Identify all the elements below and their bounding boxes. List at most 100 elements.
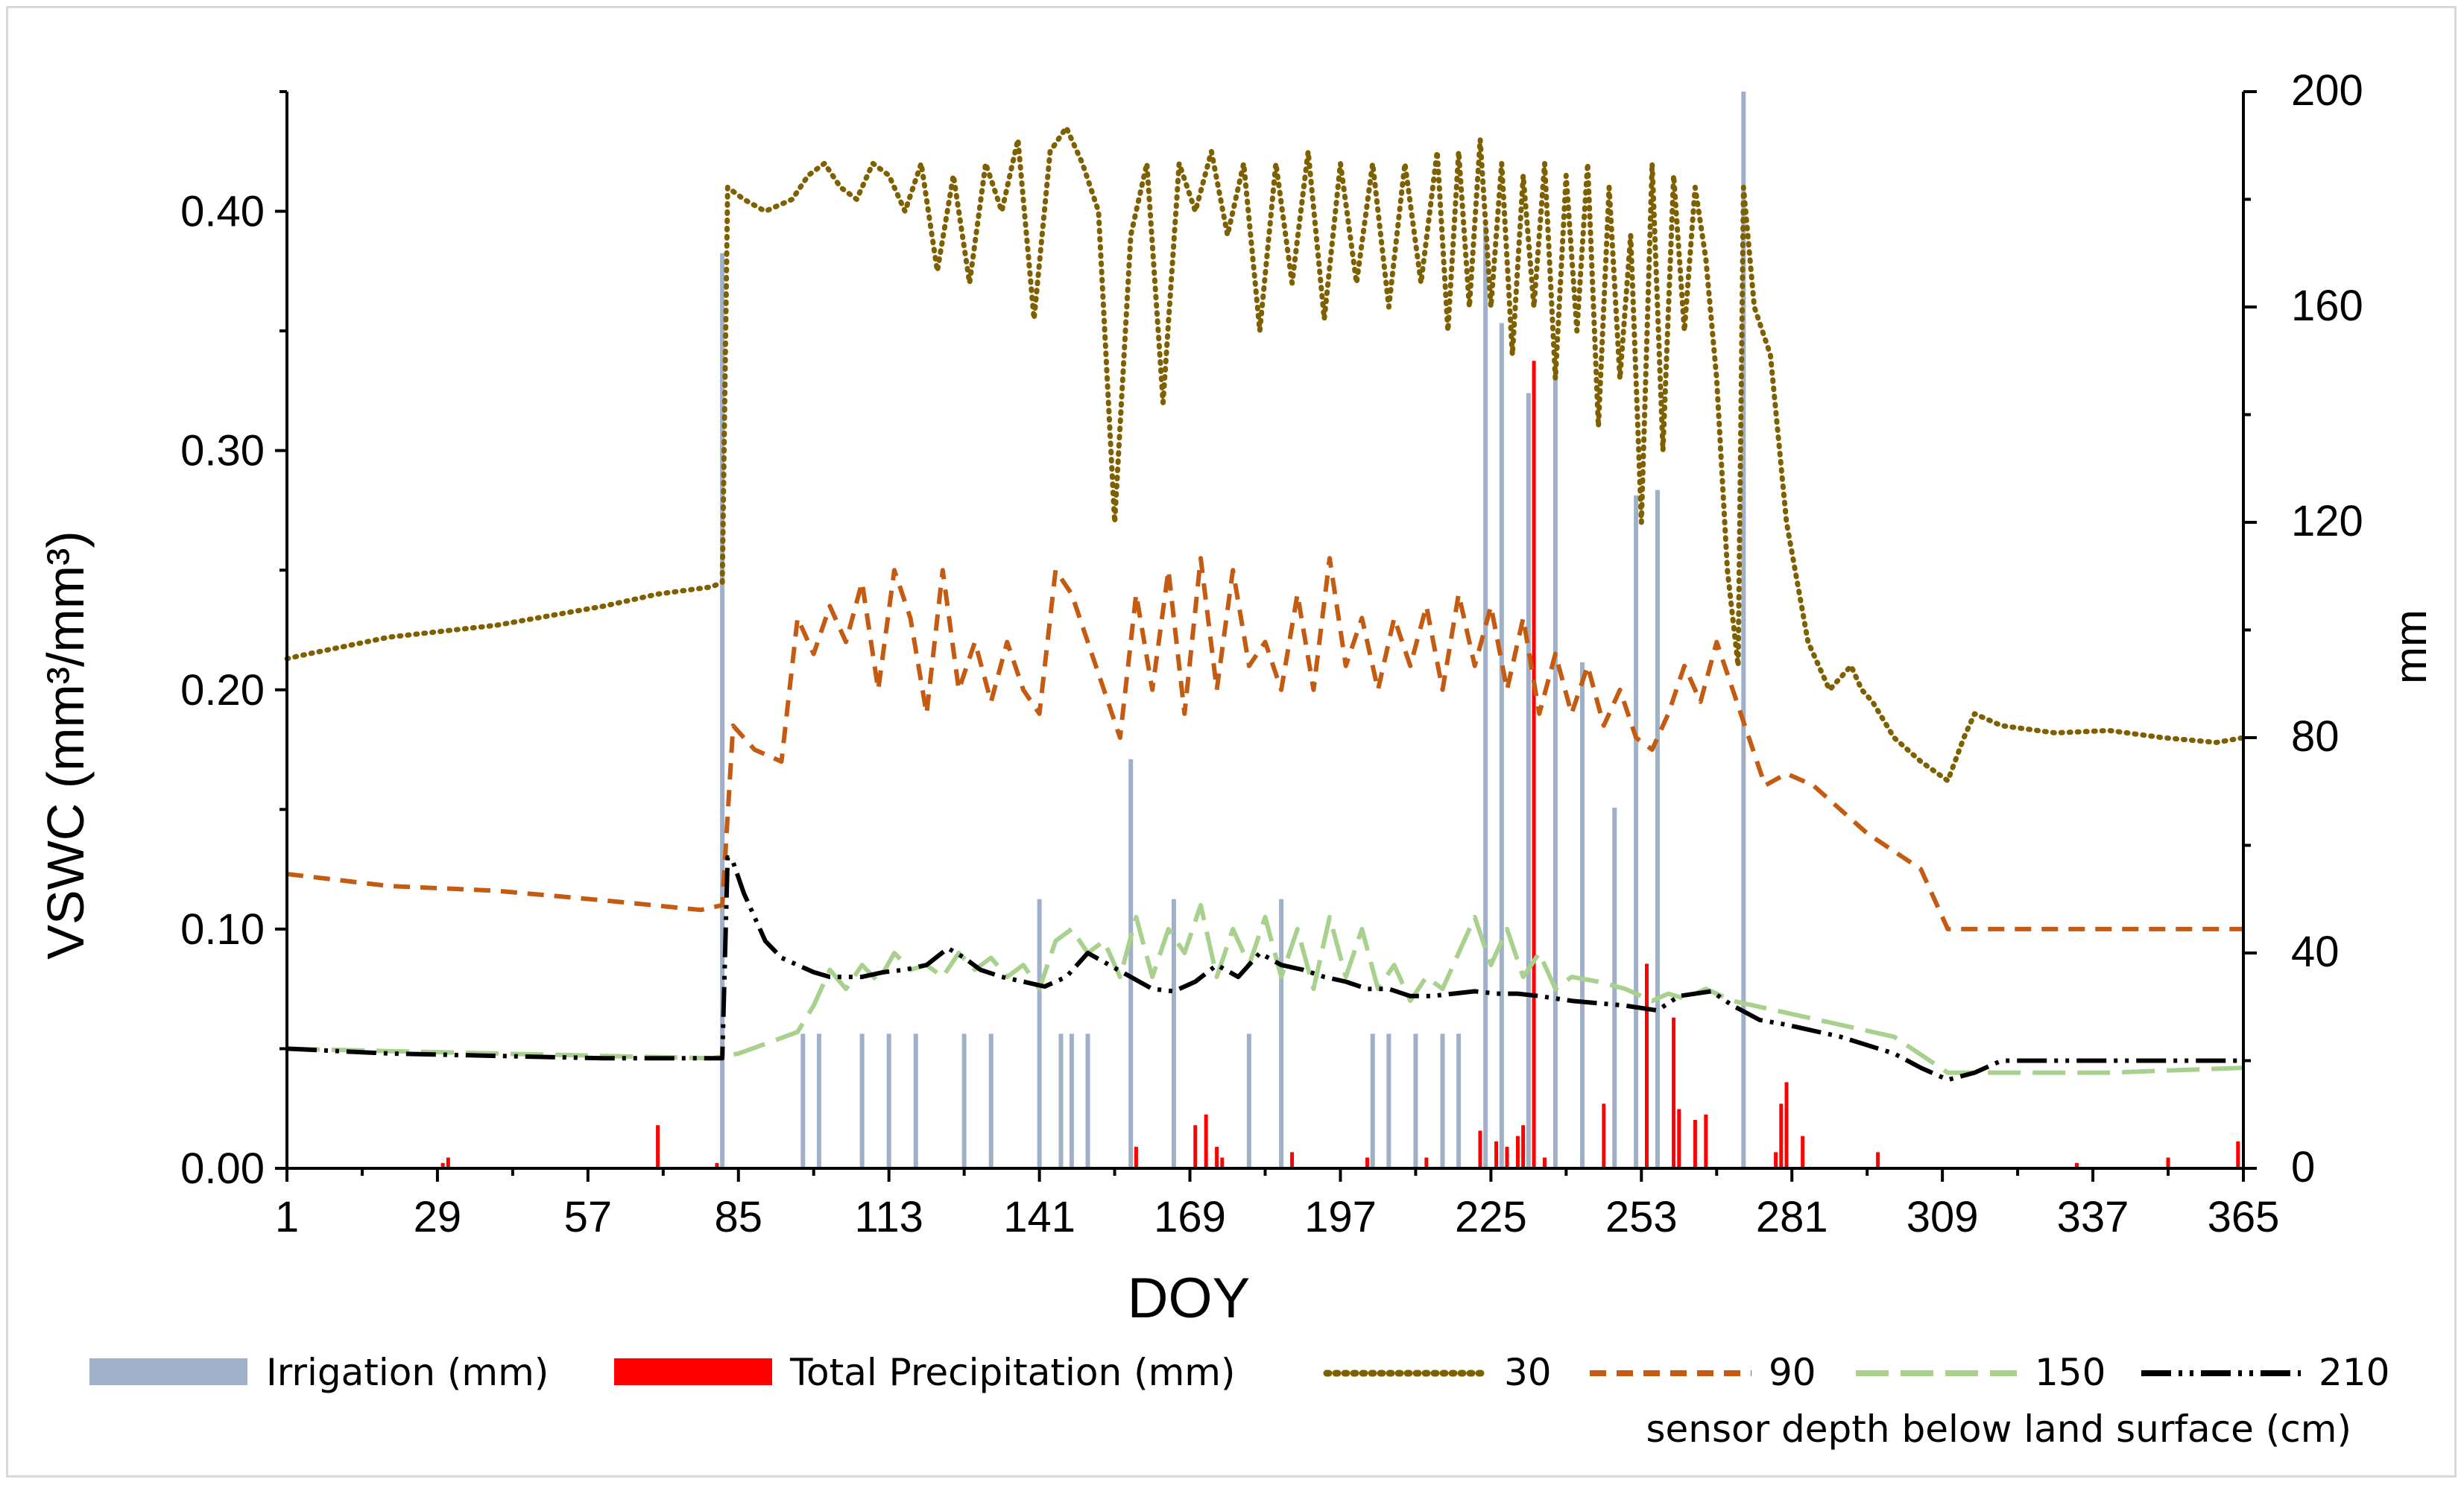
x-tick-label: 29 — [414, 1193, 462, 1241]
irrigation-bar — [1037, 899, 1042, 1168]
x-tick-label: 253 — [1605, 1193, 1678, 1241]
precipitation-bar — [1645, 963, 1649, 1168]
y-axis-title-right: mm — [2386, 609, 2436, 684]
legend-label-90: 90 — [1769, 1351, 1816, 1394]
precipitation-bar — [1602, 1104, 1606, 1168]
x-axis-title: DOY — [1128, 1267, 1251, 1330]
precipitation-bar — [1515, 1136, 1520, 1168]
precipitation-bar — [1672, 1017, 1676, 1168]
x-tick-label: 197 — [1304, 1193, 1377, 1241]
y-left-tick-label: 0.30 — [180, 427, 265, 475]
precipitation-bar — [1290, 1152, 1295, 1168]
legend-swatch-precipitation — [614, 1358, 772, 1385]
precipitation-bar — [1876, 1152, 1880, 1168]
precipitation-bars — [440, 361, 2240, 1168]
precipitation-bar — [1220, 1157, 1225, 1168]
irrigation-bar — [800, 1033, 806, 1168]
tick-labels: 0.00 0.10 0.20 0.30 0.40 0 40 80 120 160 200 1 29 57 8… — [180, 66, 2363, 1241]
precipitation-bar — [1365, 1157, 1370, 1168]
irrigation-bar — [886, 1033, 891, 1168]
precipitation-bar — [2166, 1157, 2170, 1168]
y-right-tick-label: 40 — [2291, 928, 2340, 976]
y-axis-title-left: VSWC (mm³/mm³) — [37, 531, 95, 959]
precipitation-bar — [1774, 1152, 1778, 1168]
legend-depth-note: sensor depth below land surface (cm) — [1646, 1408, 2351, 1451]
axes — [275, 90, 2257, 1182]
legend-label-210: 210 — [2319, 1351, 2389, 1394]
precipitation-bar — [1801, 1136, 1805, 1168]
y-right-tick-label: 200 — [2291, 66, 2363, 115]
x-tick-label: 113 — [854, 1193, 923, 1241]
irrigation-bar — [988, 1033, 994, 1168]
precipitation-bar — [1494, 1141, 1499, 1168]
irrigation-bar — [913, 1033, 918, 1168]
precipitation-bar — [446, 1157, 450, 1168]
irrigation-bar — [1499, 323, 1504, 1168]
irrigation-bar — [1440, 1033, 1445, 1168]
x-tick-label: 365 — [2208, 1193, 2280, 1241]
y-right-tick-label: 80 — [2291, 712, 2340, 761]
x-tick-label: 57 — [564, 1193, 613, 1241]
irrigation-bars — [720, 92, 1746, 1169]
precipitation-bar — [1704, 1114, 1708, 1168]
irrigation-bar — [1655, 490, 1660, 1168]
irrigation-bar — [1741, 92, 1746, 1168]
precipitation-bar — [1134, 1147, 1138, 1168]
chart-frame — [6, 6, 2457, 1478]
x-tick-label: 169 — [1154, 1193, 1226, 1241]
y-left-tick-label: 0.20 — [180, 666, 265, 715]
series-line-30 — [284, 124, 2246, 784]
precipitation-bar — [1784, 1082, 1789, 1168]
precipitation-bar — [1532, 361, 1536, 1168]
x-tick-label: 85 — [715, 1193, 763, 1241]
irrigation-bar — [720, 253, 725, 1168]
y-right-tick-label: 0 — [2291, 1143, 2315, 1191]
irrigation-bar — [1483, 226, 1488, 1168]
irrigation-bar — [1386, 1033, 1391, 1168]
irrigation-bar — [1069, 1033, 1074, 1168]
precipitation-bar — [1193, 1125, 1198, 1168]
irrigation-bar — [1085, 1033, 1090, 1168]
x-tick-label: 225 — [1455, 1193, 1527, 1241]
irrigation-bar — [1128, 759, 1134, 1168]
precipitation-bar — [2236, 1141, 2240, 1168]
precipitation-bar — [440, 1162, 445, 1168]
irrigation-bar — [1526, 393, 1531, 1168]
legend-label-irrigation: Irrigation (mm) — [266, 1351, 549, 1394]
precipitation-bar — [1693, 1119, 1697, 1168]
x-tick-label: 337 — [2057, 1193, 2129, 1241]
precipitation-bar — [1779, 1104, 1784, 1168]
irrigation-bar — [1634, 495, 1639, 1168]
precipitation-bar — [1521, 1125, 1526, 1168]
precipitation-bar — [1505, 1147, 1509, 1168]
y-right-tick-label: 160 — [2291, 282, 2363, 330]
x-tick-label: 141 — [1003, 1193, 1075, 1241]
precipitation-bar — [2074, 1162, 2079, 1168]
precipitation-bar — [656, 1125, 660, 1168]
y-left-tick-label: 0.10 — [180, 905, 265, 954]
irrigation-bar — [1058, 1033, 1064, 1168]
irrigation-bar — [1370, 1033, 1375, 1168]
legend: Irrigation (mm) Total Precipitation (mm)… — [89, 1351, 2389, 1451]
irrigation-bar — [1279, 899, 1284, 1168]
precipitation-bar — [1204, 1114, 1208, 1168]
series-line-210 — [286, 855, 2243, 1083]
irrigation-bar — [961, 1033, 967, 1168]
y-left-tick-label: 0.40 — [180, 188, 265, 236]
precipitation-bar — [715, 1162, 719, 1168]
precipitation-bar — [1478, 1130, 1482, 1168]
precipitation-bar — [1215, 1147, 1219, 1168]
irrigation-bar — [1246, 1033, 1251, 1168]
irrigation-bar — [1579, 662, 1585, 1168]
x-tick-label: 281 — [1756, 1193, 1828, 1241]
irrigation-bar — [1171, 899, 1176, 1168]
precipitation-bar — [1677, 1109, 1681, 1168]
legend-label-30: 30 — [1504, 1351, 1552, 1394]
irrigation-bar — [1456, 1033, 1462, 1168]
y-left-tick-label: 0.00 — [180, 1144, 265, 1193]
legend-label-150: 150 — [2035, 1351, 2106, 1394]
precipitation-bar — [1424, 1157, 1429, 1168]
x-tick-label: 1 — [275, 1193, 299, 1241]
vswc-lines — [284, 124, 2246, 1083]
